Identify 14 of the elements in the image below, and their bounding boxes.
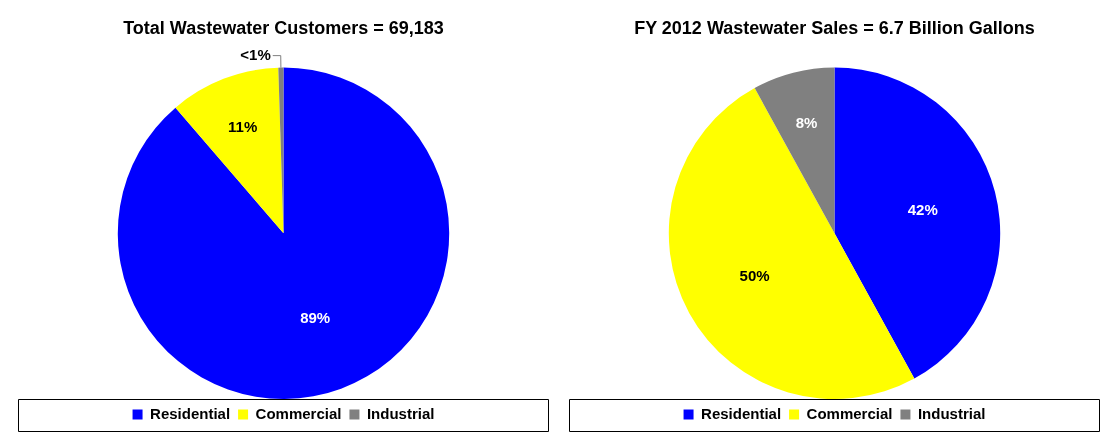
data-label: 8% [795, 114, 818, 132]
chart-title: FY 2012 Wastewater Sales = 6.7 Billion Gallons [634, 17, 1035, 38]
legend-label: Residential [150, 404, 231, 422]
legend-label: Commercial [255, 404, 342, 422]
legend-label: Commercial [806, 404, 893, 422]
data-label: <1% [240, 45, 271, 63]
legend-label: Industrial [917, 404, 986, 422]
data-label: 50% [739, 267, 770, 285]
chart-title: Total Wastewater Customers = 69,183 [123, 17, 444, 38]
data-label: 89% [300, 308, 331, 326]
data-label: 11% [228, 118, 258, 136]
legend-label: Residential [701, 404, 782, 422]
legend-label: Industrial [366, 404, 435, 422]
data-label: 42% [907, 200, 938, 218]
